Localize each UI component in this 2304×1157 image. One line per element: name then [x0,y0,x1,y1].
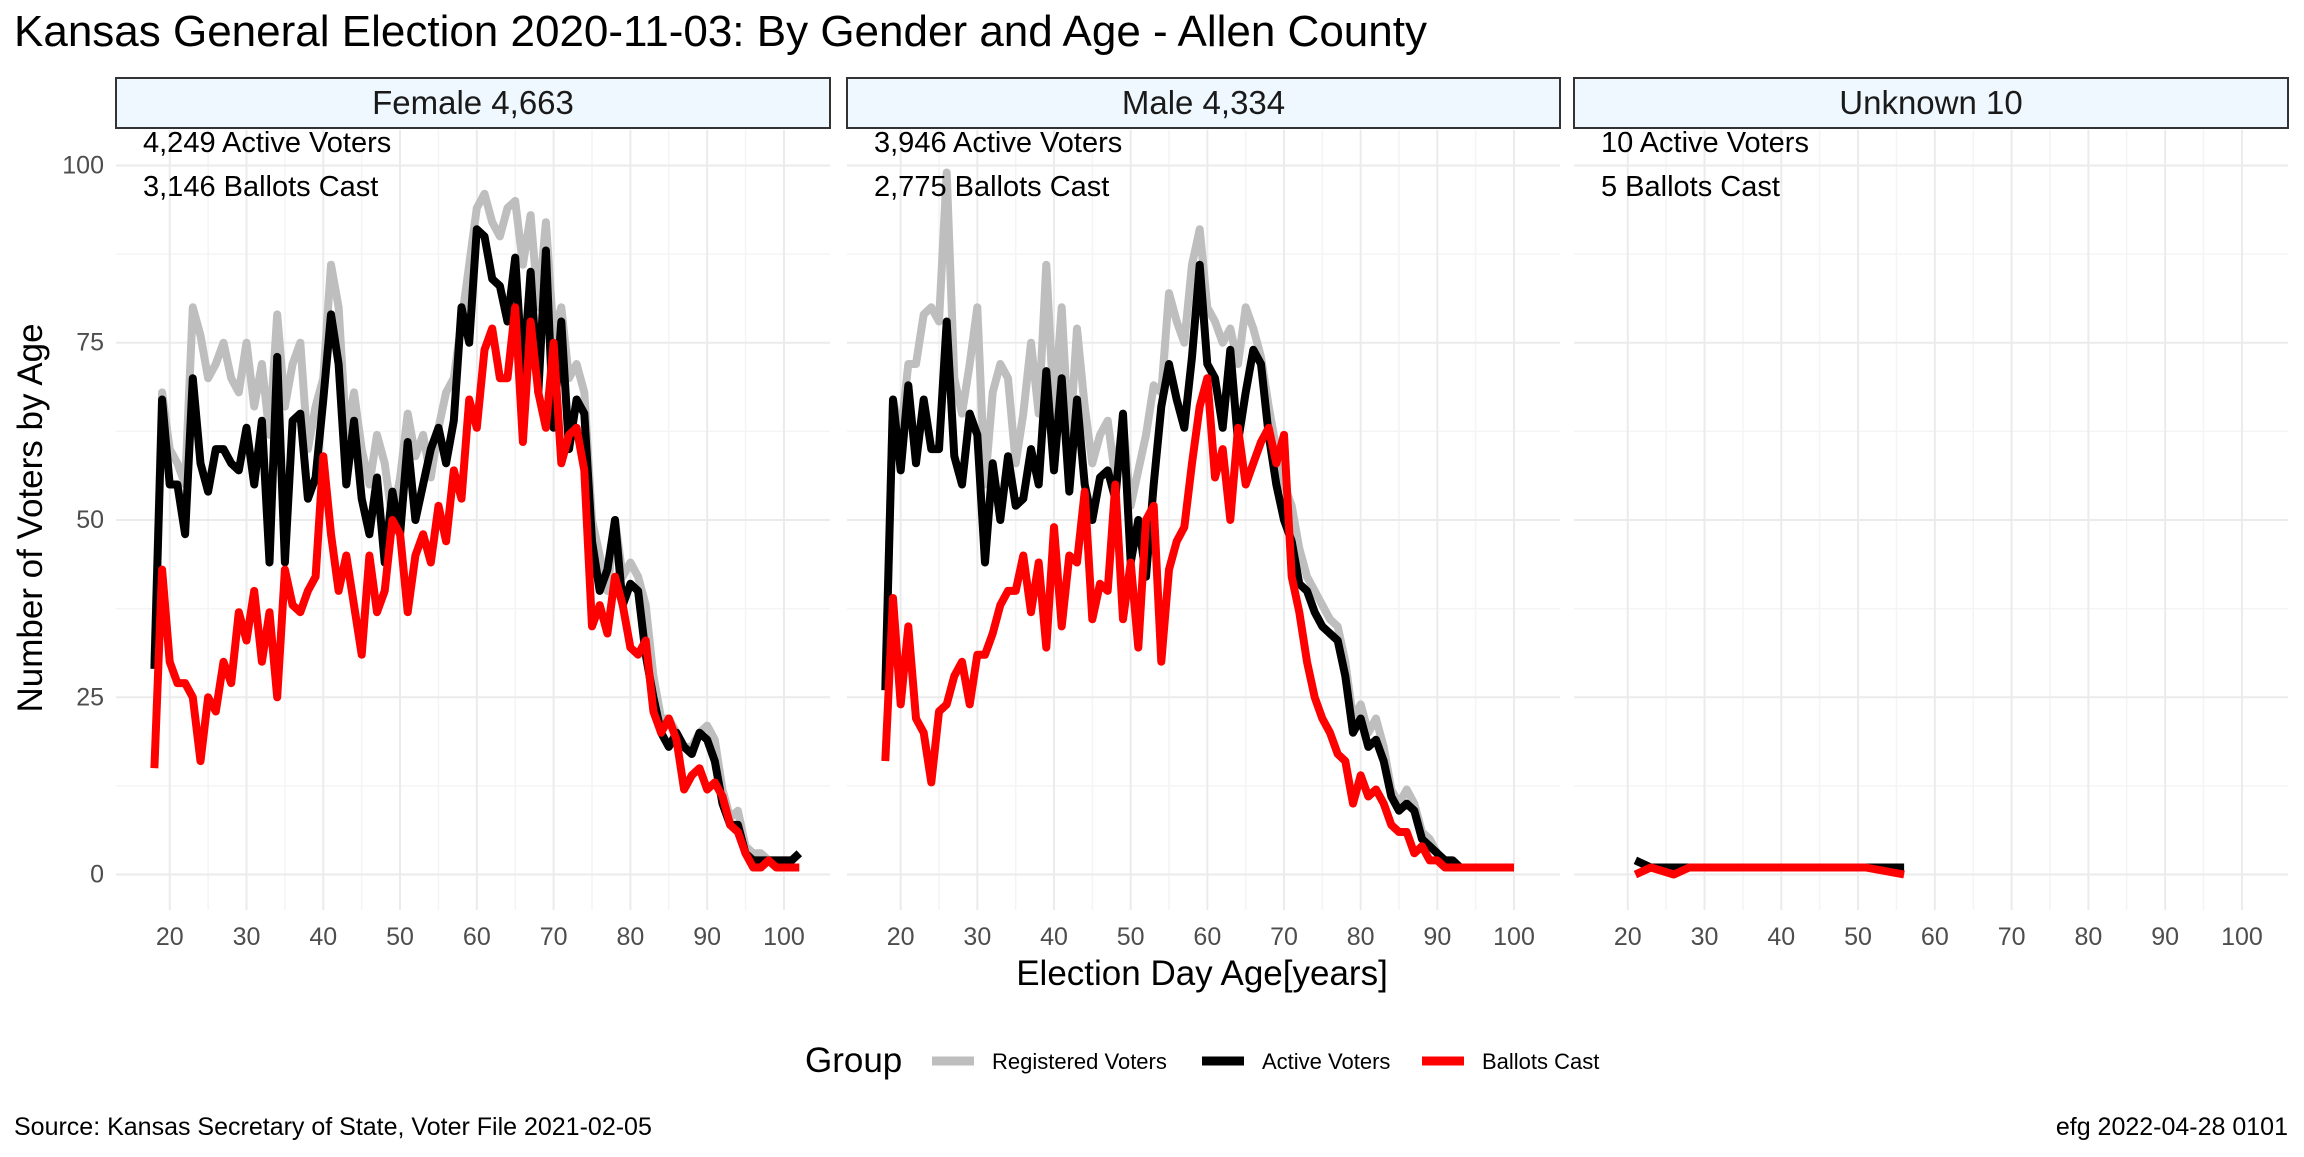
panel-female: Female 4,663 4,249 Active Voters 3,146 Bal… [115,77,831,951]
y-tick-label: 75 [76,329,104,357]
legend-item-active-voters: Active Voters [1202,1049,1390,1074]
x-tick-label: 100 [2221,923,2263,951]
facet-strip-label: Unknown 10 [1839,84,2022,121]
series-line-registered-voters [881,168,1514,872]
legend-label: Ballots Cast [1482,1049,1599,1074]
legend: Group Registered Voters Active Voters Ball… [805,1041,1599,1080]
legend-label: Active Voters [1262,1049,1390,1074]
x-tick-label: 40 [309,923,337,951]
x-tick-label: 30 [233,923,261,951]
y-tick-label: 0 [90,861,104,889]
x-tick-label: 80 [1347,923,1375,951]
x-tick-label: 20 [156,923,184,951]
x-tick-label: 90 [693,923,721,951]
facet-strip [115,77,831,129]
x-tick-label: 100 [1493,923,1535,951]
author-caption: efg 2022-04-28 0101 [2056,1113,2288,1141]
x-tick-label: 80 [2074,923,2102,951]
x-tick-label: 30 [1691,923,1719,951]
series-line-ballots-cast [150,303,800,872]
facet-strip [846,77,1561,129]
y-tick-label: 100 [62,151,104,179]
y-tick-label: 25 [76,683,104,711]
x-tick-label: 100 [763,923,805,951]
x-tick-label: 20 [1614,923,1642,951]
x-tick-label: 40 [1040,923,1068,951]
x-tick-label: 60 [1921,923,1949,951]
x-tick-label: 80 [616,923,644,951]
x-tick-label: 90 [2151,923,2179,951]
legend-item-registered-voters: Registered Voters [932,1049,1167,1074]
x-tick-label: 40 [1767,923,1795,951]
chart-title: Kansas General Election 2020-11-03: By G… [14,7,1427,56]
y-tick-label: 50 [76,506,104,534]
panel-annotation: 3,946 Active Voters [874,127,1122,159]
series-line-active-voters [150,225,803,865]
x-tick-label: 70 [1270,923,1298,951]
x-tick-label: 70 [1998,923,2026,951]
legend-title: Group [805,1041,902,1080]
y-axis-title: Number of Voters by Age [11,323,50,712]
panel-annotation: 5 Ballots Cast [1601,171,1780,203]
x-tick-label: 70 [540,923,568,951]
panel-annotation: 2,775 Ballots Cast [874,171,1109,203]
panel-unknown: Unknown 10 10 Active Voters 5 Ballots Cast… [1573,77,2289,951]
legend-label: Registered Voters [992,1049,1167,1074]
x-tick-label: 90 [1423,923,1451,951]
facet-strip-label: Male 4,334 [1122,84,1285,121]
panel-annotation: 4,249 Active Voters [143,127,391,159]
panels: 0 25 50 75 100 Female 4,663 4,249 Active Voter… [62,77,2289,951]
series-line-ballots-cast [1633,863,1905,879]
x-tick-label: 20 [887,923,915,951]
series-line-active-voters [881,260,1514,872]
panel-annotation: 10 Active Voters [1601,127,1809,159]
x-tick-label: 50 [1117,923,1145,951]
panel-annotation: 3,146 Ballots Cast [143,171,378,203]
x-tick-label: 30 [963,923,991,951]
facet-strip-label: Female 4,663 [372,84,574,121]
series-line-ballots-cast [881,374,1514,872]
x-tick-label: 60 [1193,923,1221,951]
facet-strip [1573,77,2289,129]
source-caption: Source: Kansas Secretary of State, Voter… [14,1113,652,1141]
major-gridlines [1574,130,2288,910]
legend-item-ballots-cast: Ballots Cast [1422,1049,1599,1074]
x-tick-label: 60 [463,923,491,951]
x-axis-title: Election Day Age[years] [1016,954,1388,993]
x-tick-label: 50 [386,923,414,951]
x-tick-label: 50 [1844,923,1872,951]
